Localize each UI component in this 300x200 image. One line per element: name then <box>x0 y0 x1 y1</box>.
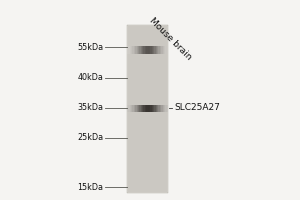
Text: SLC25A27: SLC25A27 <box>174 104 220 112</box>
Text: 15kDa: 15kDa <box>77 182 103 192</box>
Bar <box>143 46 145 54</box>
Bar <box>156 46 157 54</box>
Bar <box>154 104 156 112</box>
Bar <box>139 46 141 54</box>
Text: Mouse brain: Mouse brain <box>148 16 194 61</box>
Bar <box>146 104 148 112</box>
Bar <box>143 104 145 112</box>
Bar <box>153 46 154 54</box>
Bar <box>134 46 135 54</box>
Bar <box>160 46 161 54</box>
Bar <box>158 46 160 54</box>
Bar <box>161 46 163 54</box>
Bar <box>136 46 138 54</box>
Bar <box>146 46 148 54</box>
Bar <box>149 46 150 54</box>
Bar <box>135 46 136 54</box>
Bar <box>154 46 156 54</box>
Bar <box>153 104 154 112</box>
Bar <box>148 46 149 54</box>
Bar <box>145 46 146 54</box>
Bar <box>142 104 143 112</box>
Bar <box>138 46 139 54</box>
Bar <box>133 104 134 112</box>
Bar <box>157 104 158 112</box>
Bar <box>142 46 143 54</box>
Bar <box>133 46 134 54</box>
Bar <box>148 104 149 112</box>
Bar <box>152 46 153 54</box>
Text: 55kDa: 55kDa <box>77 43 103 51</box>
Bar <box>131 46 133 54</box>
Bar <box>141 104 142 112</box>
Bar <box>165 46 166 54</box>
Bar <box>128 46 130 54</box>
Bar <box>160 104 161 112</box>
Bar <box>161 104 163 112</box>
Text: 25kDa: 25kDa <box>77 134 103 142</box>
Bar <box>127 46 128 54</box>
Bar <box>150 46 152 54</box>
Bar <box>127 25 168 193</box>
Bar <box>152 104 153 112</box>
Bar <box>164 104 165 112</box>
Bar <box>130 104 131 112</box>
Bar <box>131 104 133 112</box>
Bar <box>157 46 158 54</box>
Bar <box>163 46 164 54</box>
Bar <box>128 104 130 112</box>
Bar <box>149 104 150 112</box>
Bar <box>135 104 136 112</box>
Bar <box>134 104 135 112</box>
Bar <box>150 104 152 112</box>
Bar <box>136 104 138 112</box>
Bar <box>167 46 168 54</box>
Bar <box>163 104 164 112</box>
Bar <box>138 104 139 112</box>
Bar <box>167 104 168 112</box>
Bar <box>141 46 142 54</box>
Bar <box>130 46 131 54</box>
Bar <box>139 104 141 112</box>
Bar <box>164 46 165 54</box>
Bar <box>158 104 160 112</box>
Bar <box>145 104 146 112</box>
Bar <box>127 104 128 112</box>
Text: 35kDa: 35kDa <box>77 104 103 112</box>
Text: 40kDa: 40kDa <box>77 73 103 82</box>
Bar <box>156 104 157 112</box>
Bar <box>128 26 167 192</box>
Bar <box>165 104 166 112</box>
